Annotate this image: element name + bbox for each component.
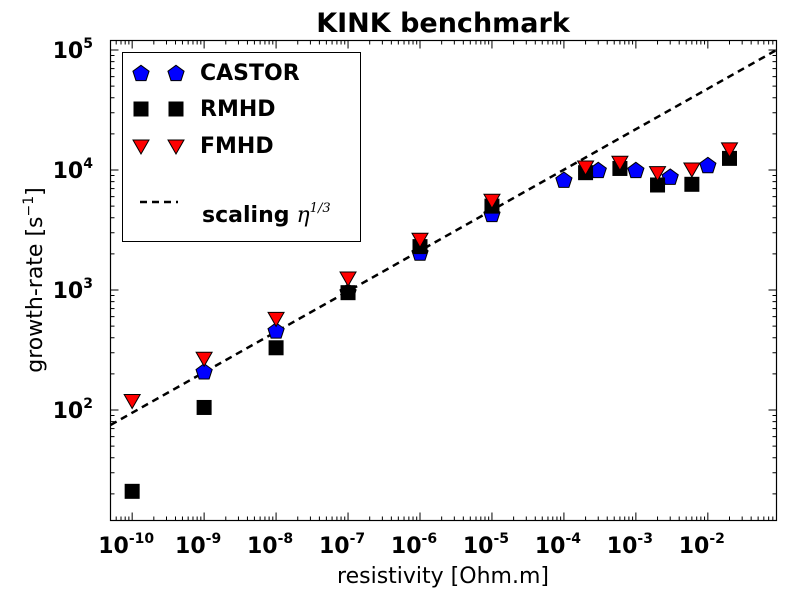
y-axis-label-prefix: growth-rate [s xyxy=(23,217,48,373)
data-point-castor xyxy=(555,171,573,188)
data-point-fmhd xyxy=(611,155,629,172)
data-point-fmhd xyxy=(123,394,142,410)
x-tick-label-base: 10 xyxy=(463,534,494,559)
x-tick-label-base: 10 xyxy=(175,534,206,559)
legend-label-rmhd: RMHD xyxy=(200,97,276,122)
data-point-rmhd xyxy=(124,483,140,499)
legend-markers xyxy=(132,64,185,156)
y-tick-label-base: 10 xyxy=(53,159,84,184)
x-axis-label: resistivity [Ohm.m] xyxy=(337,564,549,589)
legend-scaling-prefix: scaling xyxy=(202,203,289,228)
y-tick-label-exponent: 3 xyxy=(83,276,93,292)
x-tick-label-exponent: -9 xyxy=(206,531,222,547)
x-tick-label: 10-6 xyxy=(391,531,437,559)
data-point-fmhd xyxy=(339,271,357,287)
x-tick-label-exponent: -2 xyxy=(709,531,725,547)
scaling-line xyxy=(109,48,778,427)
x-tick-label-exponent: -8 xyxy=(278,531,294,547)
x-tick-label-exponent: -7 xyxy=(350,531,366,547)
data-point-castor xyxy=(267,322,285,339)
x-tick-label: 10-10 xyxy=(98,531,154,559)
data-point-castor xyxy=(195,363,213,380)
data-point-fmhd xyxy=(648,166,667,182)
legend-label-castor: CASTOR xyxy=(200,61,300,86)
y-tick-label-base: 10 xyxy=(53,279,84,304)
x-tick-label-base: 10 xyxy=(98,534,129,559)
x-tick-label-base: 10 xyxy=(535,534,566,559)
y-axis-label: growth-rate [s−1] xyxy=(21,187,48,372)
data-point-fmhd xyxy=(411,232,429,249)
data-point-rmhd xyxy=(340,285,356,301)
y-axis-label-suffix: ] xyxy=(23,187,48,196)
x-tick-label: 10-9 xyxy=(175,531,221,559)
data-point-rmhd xyxy=(684,176,700,192)
data-point-fmhd xyxy=(683,162,701,178)
x-tick-label-base: 10 xyxy=(247,534,278,559)
y-tick-label-base: 10 xyxy=(53,399,84,424)
legend-label-scaling: scaling η1/3 xyxy=(202,201,331,228)
axis-ticks xyxy=(110,40,777,521)
legend-marker-castor xyxy=(132,64,150,82)
y-tick-label: 103 xyxy=(53,276,93,304)
legend: CASTOR RMHD FMHD scaling η1/3 xyxy=(122,52,361,242)
y-tick-label-exponent: 4 xyxy=(83,156,93,172)
y-tick-label-exponent: 2 xyxy=(83,396,93,412)
data-point-fmhd xyxy=(720,142,739,158)
legend-marker-fmhd xyxy=(167,139,185,156)
x-tick-label: 10-5 xyxy=(463,531,509,559)
legend-marker-rmhd xyxy=(168,101,184,117)
data-point-rmhd xyxy=(268,340,284,356)
x-tick-label: 10-2 xyxy=(679,531,725,559)
x-tick-label: 10-4 xyxy=(535,531,581,559)
y-axis-label-exponent: −1 xyxy=(21,196,37,217)
data-markers xyxy=(123,142,739,499)
data-point-fmhd xyxy=(195,351,213,368)
legend-scaling-exponent: 1/3 xyxy=(310,201,331,216)
legend-marker-fmhd xyxy=(132,139,150,156)
x-tick-label-base: 10 xyxy=(391,534,422,559)
plot-frame xyxy=(109,39,778,522)
x-tick-label-base: 10 xyxy=(607,534,638,559)
x-tick-label-base: 10 xyxy=(319,534,350,559)
scaling-line-group xyxy=(109,48,778,427)
data-point-fmhd xyxy=(267,311,285,328)
legend-marker-rmhd xyxy=(133,101,149,117)
legend-box xyxy=(122,52,361,242)
chart-title: KINK benchmark xyxy=(316,8,571,39)
data-point-castor xyxy=(627,161,645,179)
y-tick-label-base: 10 xyxy=(53,39,84,64)
x-tick-label-exponent: -10 xyxy=(129,531,155,547)
legend-marker-castor xyxy=(167,64,185,82)
y-tick-label-exponent: 5 xyxy=(83,36,93,52)
data-point-fmhd xyxy=(483,193,501,210)
data-point-fmhd xyxy=(576,160,595,176)
x-tick-label-exponent: -6 xyxy=(422,531,438,547)
x-tick-label: 10-7 xyxy=(319,531,365,559)
x-tick-label-base: 10 xyxy=(679,534,710,559)
x-tick-label: 10-8 xyxy=(247,531,293,559)
legend-label-fmhd: FMHD xyxy=(200,134,274,159)
legend-scaling-symbol: η xyxy=(296,203,309,228)
x-tick-label-exponent: -4 xyxy=(565,531,581,547)
y-tick-label: 105 xyxy=(53,36,93,64)
y-tick-label: 102 xyxy=(53,396,93,424)
y-tick-label: 104 xyxy=(53,156,94,184)
x-tick-label: 10-3 xyxy=(607,531,653,559)
data-point-rmhd xyxy=(196,399,212,415)
axis-tick-labels: 10-10 10-9 10-8 10-7 10-6 10-5 10-4 10-3 10-2102… xyxy=(53,36,725,559)
data-point-castor xyxy=(661,168,679,185)
x-tick-label-exponent: -3 xyxy=(637,531,653,547)
data-point-castor xyxy=(699,156,717,174)
x-tick-label-exponent: -5 xyxy=(493,531,509,547)
